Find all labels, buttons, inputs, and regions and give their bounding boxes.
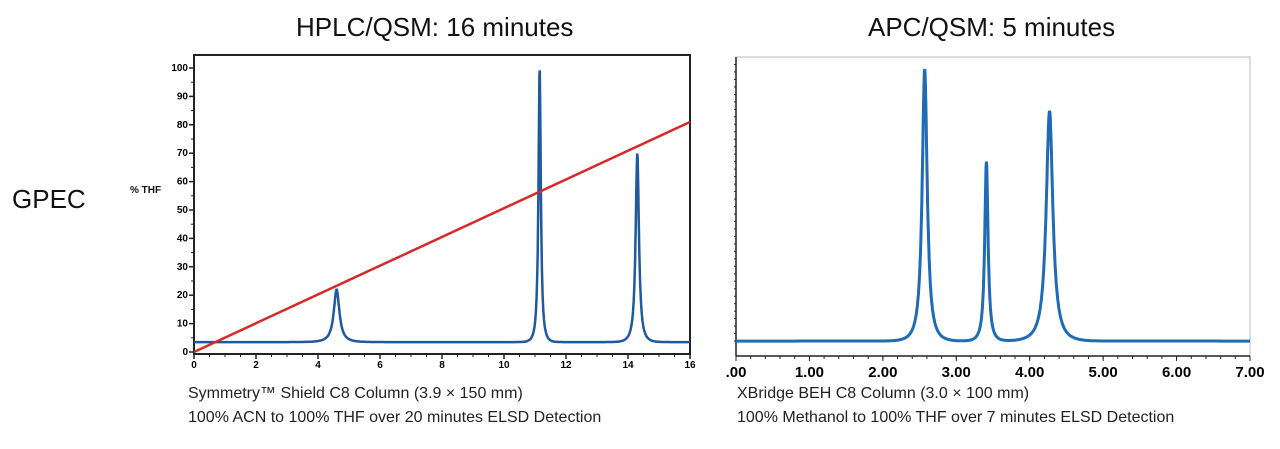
- x-tick-label: 2: [253, 360, 259, 371]
- chromatogram-trace: [194, 70, 690, 344]
- row-label: GPEC: [12, 184, 86, 214]
- x-tick-label: 8: [439, 360, 445, 371]
- caption-line: Symmetry™ Shield C8 Column (3.9 × 150 mm…: [188, 385, 523, 402]
- x-tick-label: 1.00: [795, 364, 824, 381]
- y-tick-label: 50: [177, 205, 189, 216]
- caption-line: 100% ACN to 100% THF over 20 minutes ELS…: [188, 409, 602, 426]
- y-tick-label: 30: [177, 262, 189, 273]
- y-tick-label: 10: [177, 319, 189, 330]
- x-tick-label: 4.00: [1015, 364, 1044, 381]
- chart-title-apc: APC/QSM: 5 minutes: [868, 12, 1116, 42]
- caption-line: 100% Methanol to 100% THF over 7 minutes…: [737, 409, 1175, 426]
- x-tick-label: 5.00: [1089, 364, 1118, 381]
- x-tick-label: 0: [191, 360, 197, 371]
- y-tick-label: 80: [177, 120, 189, 131]
- x-tick-label: 16: [684, 360, 696, 371]
- chromatogram-trace: [736, 68, 1250, 343]
- caption-apc: XBridge BEH C8 Column (3.0 × 100 mm) 100…: [737, 382, 1174, 430]
- y-tick-label: 0: [182, 347, 188, 358]
- x-tick-label: 12: [560, 360, 572, 371]
- plot-frame: [735, 56, 1251, 357]
- y-tick-label: 60: [177, 177, 189, 188]
- x-tick-label: 3.00: [942, 364, 971, 381]
- caption-hplc: Symmetry™ Shield C8 Column (3.9 × 150 mm…: [188, 382, 601, 430]
- x-tick-label: 10: [498, 360, 510, 371]
- y-axis-label: % THF: [130, 185, 162, 196]
- y-tick-label: 70: [177, 148, 189, 159]
- y-tick-label: 40: [177, 233, 189, 244]
- x-tick-label: 14: [622, 360, 634, 371]
- y-tick-label: 20: [177, 290, 189, 301]
- x-tick-label: 6: [377, 360, 383, 371]
- x-tick-label: 7.00: [1235, 364, 1264, 381]
- y-tick-label: 90: [177, 91, 189, 102]
- y-tick-label: 100: [171, 63, 188, 74]
- plot-frame: [193, 54, 691, 355]
- gradient-line: [193, 120, 691, 354]
- chart-title-hplc: HPLC/QSM: 16 minutes: [296, 12, 574, 42]
- x-tick-label: 2.00: [868, 364, 897, 381]
- x-tick-label: 4: [315, 360, 321, 371]
- caption-line: XBridge BEH C8 Column (3.0 × 100 mm): [737, 385, 1030, 402]
- x-tick-label: 6.00: [1162, 364, 1191, 381]
- x-tick-label: .00: [726, 364, 747, 381]
